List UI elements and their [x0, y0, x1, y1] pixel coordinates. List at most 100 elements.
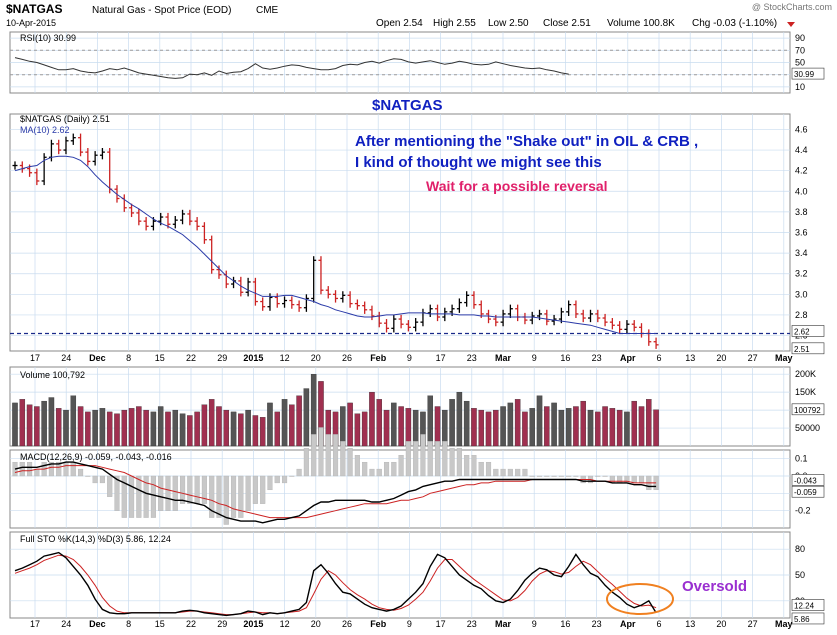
- macd-histogram-bar: [92, 475, 98, 484]
- ohlc-bar: [99, 148, 105, 160]
- ohlc-bar: [384, 319, 390, 333]
- ohlc-bar: [398, 314, 404, 329]
- volume-bar: [252, 415, 259, 447]
- date-axis-label: 20: [311, 353, 321, 363]
- macd-histogram-bar: [464, 455, 470, 477]
- macd-histogram-bar: [48, 461, 54, 477]
- ohlc-bar: [580, 309, 586, 323]
- volume-bar: [485, 411, 492, 447]
- macd-histogram-bar: [194, 475, 200, 504]
- annotation-symbol: $NATGAS: [372, 97, 443, 114]
- ohlc-bar: [566, 300, 572, 316]
- ma-last-value-box: [791, 325, 825, 337]
- ohlc-bar: [136, 208, 142, 226]
- macd-histogram-bar: [289, 475, 295, 477]
- date-axis-label: Mar: [495, 353, 512, 363]
- price-legend: $NATGAS (Daily) 2.51: [20, 114, 110, 124]
- ohlc-bar: [340, 291, 346, 303]
- date-axis-label: 23: [467, 353, 477, 363]
- macd-histogram-bar: [267, 475, 273, 491]
- macd-histogram-bar: [78, 468, 84, 477]
- date-axis-label: 24: [61, 353, 71, 363]
- volume-bar: [456, 391, 463, 447]
- date-axis-label: 2015: [243, 619, 263, 629]
- volume-bar: [616, 409, 623, 447]
- ohlc-bar: [172, 216, 178, 229]
- macd-tick: 0.1: [795, 454, 808, 464]
- ohlc-bar: [369, 305, 375, 321]
- volume-bar: [208, 399, 215, 447]
- ohlc-bar: [85, 148, 91, 166]
- rsi-last-value-box: [791, 67, 825, 80]
- rsi-tick: 90: [795, 33, 805, 43]
- date-axis-label: May: [775, 619, 793, 629]
- volume-bar: [92, 409, 98, 447]
- macd-histogram-bar: [70, 461, 76, 477]
- macd-histogram-bar: [566, 475, 572, 477]
- date-axis-label: 17: [436, 353, 446, 363]
- volume-bar: [85, 411, 91, 447]
- macd-histogram-bar: [595, 475, 601, 477]
- ohlc-bar: [260, 297, 266, 311]
- ohlc-bar: [34, 168, 40, 186]
- macd-histogram-bar: [63, 461, 69, 477]
- sto-tick: 50: [795, 570, 805, 580]
- ohlc-bar: [500, 309, 506, 327]
- date-axis-label: 23: [467, 619, 477, 629]
- macd-histogram-bar: [631, 475, 637, 484]
- macd-histogram-bar: [318, 427, 324, 477]
- price-tick: 3.0: [795, 289, 808, 299]
- macd-histogram-bar: [56, 461, 62, 477]
- macd-histogram-bar: [522, 468, 528, 477]
- macd-histogram-bar: [500, 468, 506, 477]
- macd-histogram-bar: [515, 468, 521, 477]
- volume-bar: [427, 395, 433, 447]
- volume-bar: [463, 400, 470, 447]
- macd-histogram-bar: [34, 468, 40, 477]
- date-axis-label: 20: [311, 619, 321, 629]
- volume-bar: [587, 409, 594, 447]
- rsi-tick: 10: [795, 82, 805, 92]
- volume-bar: [493, 409, 499, 447]
- ohlc-bar: [544, 309, 550, 326]
- ohlc-bar: [405, 320, 411, 332]
- volume-bar: [391, 402, 397, 447]
- symbol-title: $NATGAS: [6, 2, 62, 16]
- date-axis-label: 9: [532, 619, 537, 629]
- header-open: Open 2.54: [376, 18, 423, 29]
- date-axis-label: 26: [342, 619, 352, 629]
- ohlc-bar: [435, 304, 441, 322]
- ohlc-bar: [347, 291, 353, 308]
- ohlc-bar: [478, 300, 484, 319]
- oversold-circle: [606, 583, 674, 615]
- macd-last-value: -0.059: [794, 488, 817, 497]
- sto-tick: 80: [795, 544, 805, 554]
- ohlc-bar: [617, 321, 623, 334]
- header-close: Close 2.51: [543, 18, 591, 29]
- price-tick: 3.6: [795, 228, 808, 238]
- exchange-label: CME: [256, 5, 279, 16]
- macd-histogram-bar: [121, 475, 127, 518]
- sto-d-value: 12.24: [794, 601, 815, 610]
- date-axis-label: 23: [592, 353, 602, 363]
- macd-line: [14, 461, 657, 524]
- ohlc-bar: [296, 300, 302, 312]
- volume-bar: [624, 411, 630, 447]
- macd-histogram-bar: [442, 441, 448, 477]
- macd-histogram-bar: [485, 461, 492, 477]
- volume-bar: [48, 397, 55, 447]
- volume-bar: [369, 391, 375, 447]
- volume-bar: [558, 409, 565, 447]
- volume-bar: [412, 409, 419, 447]
- price-tick: 3.2: [795, 269, 808, 279]
- volume-bar: [638, 406, 645, 447]
- date-axis-label: 20: [716, 619, 726, 629]
- volume-bar: [187, 415, 193, 447]
- rsi-legend: RSI(10) 30.99: [20, 33, 76, 43]
- ohlc-bar: [216, 265, 222, 279]
- ohlc-bar: [602, 313, 608, 327]
- ohlc-bar: [311, 256, 317, 303]
- volume-legend: Volume 100,792: [20, 370, 85, 380]
- macd-histogram-bar: [638, 475, 645, 484]
- volume-bar: [150, 411, 157, 447]
